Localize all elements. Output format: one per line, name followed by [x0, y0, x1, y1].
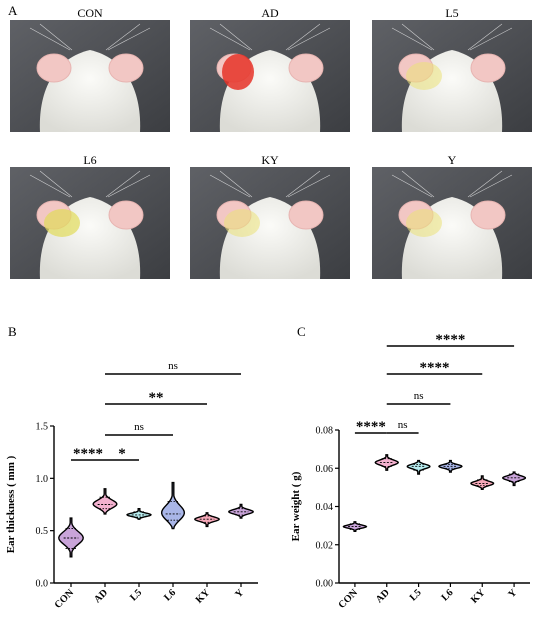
significance-label: ns: [168, 360, 178, 372]
x-tick-label-ad: AD: [92, 587, 110, 605]
photo-label-con: CON: [77, 6, 103, 20]
mouse-photo-l5: [372, 20, 532, 132]
violin-ad: [374, 454, 400, 471]
violin-ky: [470, 475, 495, 490]
y-tick-label: 1.5: [36, 422, 49, 433]
significance-label: ****: [420, 360, 450, 376]
x-tick-label-con: CON: [53, 587, 77, 611]
violin-con: [342, 521, 368, 533]
significance-label: ****: [356, 419, 386, 435]
photo-label-ad: AD: [261, 6, 279, 20]
panel-letter-c: C: [297, 324, 306, 339]
y-tick-label: 0.08: [316, 426, 334, 437]
violin-l5: [126, 507, 152, 520]
x-tick-label-y: Y: [506, 587, 519, 600]
significance-label: ns: [134, 421, 144, 433]
x-tick-label-ad: AD: [374, 587, 392, 605]
violin-ad: [92, 488, 118, 515]
y-tick-label: 0.00: [316, 579, 334, 590]
panel-a-letter: A: [8, 3, 18, 18]
x-tick-label-l5: L5: [128, 587, 144, 603]
y-tick-label: 0.5: [36, 526, 49, 537]
significance-label: **: [149, 390, 164, 406]
mouse-photo-con: [10, 20, 170, 132]
violin-con: [58, 517, 84, 558]
significance-label: ns: [398, 419, 408, 431]
photo-label-y: Y: [447, 153, 457, 167]
x-tick-label-y: Y: [233, 587, 246, 600]
x-tick-label-ky: KY: [194, 587, 213, 606]
x-tick-label-l6: L6: [440, 587, 456, 603]
photo-label-l6: L6: [83, 153, 97, 167]
chart-ear-weight: C 0.00 0.02 0.04 0.06 0.08 Ear weight ( g) CON A…: [290, 324, 530, 611]
significance-label: ns: [414, 390, 424, 402]
photo-label-l5: L5: [445, 6, 459, 20]
mouse-photo-y: [372, 167, 532, 279]
chart-ear-thickness: B 0.0 0.5 1.0 1.5 Ear thickness ( mm ) CON AD L5…: [5, 324, 258, 611]
significance-label: *: [118, 446, 126, 462]
violin-ky: [193, 512, 221, 528]
photo-label-ky: KY: [261, 153, 279, 167]
significance-label: ****: [73, 446, 103, 462]
y-axis-label: Ear thickness ( mm ): [5, 455, 17, 553]
mouse-photo-ad: [190, 20, 350, 132]
violin-l6: [160, 481, 186, 530]
x-tick-label-con: CON: [337, 587, 361, 611]
violin-l6: [438, 459, 463, 473]
mouse-photo-ky: [190, 167, 350, 279]
x-tick-label-l6: L6: [162, 587, 178, 603]
panel-letter-b: B: [8, 324, 17, 339]
y-tick-label: 0.04: [316, 502, 334, 513]
x-tick-label-ky: KY: [469, 587, 488, 606]
mouse-photo-l6: [10, 167, 170, 279]
y-tick-label: 1.0: [36, 474, 49, 485]
violin-l5: [406, 459, 431, 475]
violin-y: [227, 503, 255, 519]
violin-y: [502, 471, 527, 487]
y-axis-label: Ear weight ( g): [290, 471, 302, 541]
y-tick-label: 0.02: [316, 540, 334, 551]
x-tick-label-l5: L5: [408, 587, 424, 603]
y-tick-label: 0.06: [316, 464, 334, 475]
y-tick-label: 0.0: [36, 579, 49, 590]
significance-label: ****: [435, 332, 465, 348]
